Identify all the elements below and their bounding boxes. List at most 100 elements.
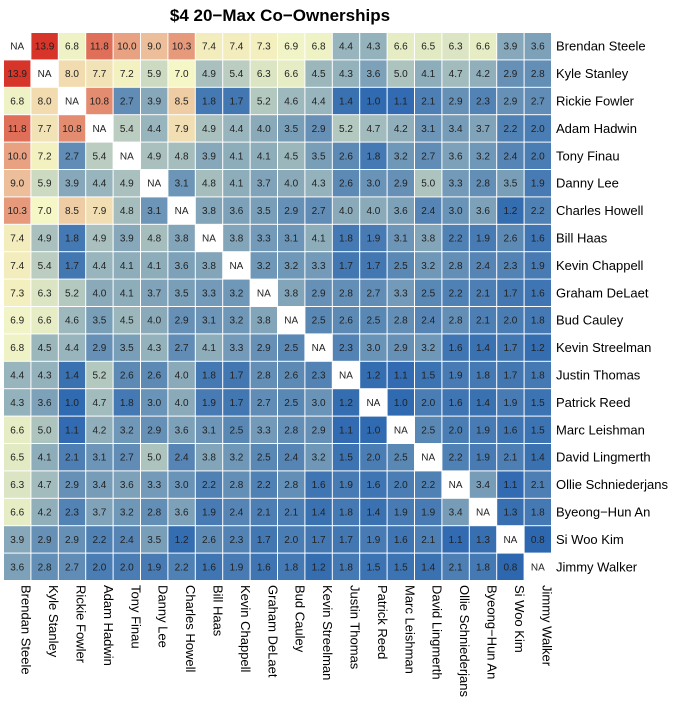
heatmap-cell xyxy=(86,279,113,306)
heatmap-cell xyxy=(278,33,305,60)
heatmap-cell xyxy=(387,252,414,279)
heatmap-cell xyxy=(469,87,497,115)
heatmap-cell xyxy=(58,142,86,169)
heatmap-cell xyxy=(278,526,305,553)
cell-value-label: 1.7 xyxy=(229,97,243,108)
cell-value-label: 2.5 xyxy=(394,453,408,464)
heatmap-cell xyxy=(305,33,332,60)
heatmap-cell xyxy=(195,361,223,389)
cell-value-label: NA xyxy=(229,261,243,272)
cell-value-label: 5.2 xyxy=(92,371,106,382)
heatmap-cell xyxy=(524,33,551,60)
cell-value-label: 4.9 xyxy=(92,234,106,245)
cell-value-label: 3.6 xyxy=(366,69,380,80)
cell-value-label: 2.5 xyxy=(312,316,326,327)
cell-value-label: 7.4 xyxy=(202,42,216,53)
cell-value-label: 4.3 xyxy=(147,343,161,354)
heatmap-cell xyxy=(387,553,414,580)
heatmap-cell xyxy=(305,389,332,416)
cell-value-label: 3.2 xyxy=(120,425,134,436)
heatmap-cell xyxy=(58,224,86,252)
cell-value-label: NA xyxy=(476,508,490,519)
heatmap-cell xyxy=(250,170,277,197)
heatmap-cell xyxy=(469,307,497,334)
cell-value-label: 2.9 xyxy=(312,124,326,135)
heatmap-cell xyxy=(305,197,332,224)
heatmap-cell xyxy=(250,389,277,416)
cell-value-label: 3.4 xyxy=(449,124,463,135)
heatmap-cell xyxy=(305,416,332,443)
cell-value-label: 7.3 xyxy=(10,288,24,299)
cell-value-label: 2.9 xyxy=(449,97,463,108)
cell-value-label: 2.9 xyxy=(65,535,79,546)
heatmap-cell xyxy=(524,526,551,553)
heatmap-cell xyxy=(113,115,140,142)
heatmap-cell xyxy=(113,252,140,279)
heatmap-cell xyxy=(31,170,58,197)
cell-value-label: NA xyxy=(449,480,463,491)
cell-value-label: 2.4 xyxy=(476,261,490,272)
column-label: Ollie Schniederjans xyxy=(457,585,472,698)
cell-value-label: 4.7 xyxy=(92,398,106,409)
heatmap-cell xyxy=(469,471,497,498)
heatmap-cell xyxy=(305,444,332,471)
heatmap-cell xyxy=(250,498,277,526)
heatmap-cell xyxy=(31,87,58,115)
heatmap-cell xyxy=(58,334,86,361)
cell-value-label: 4.3 xyxy=(10,398,24,409)
heatmap-cell xyxy=(332,33,360,60)
heatmap-cell xyxy=(4,197,31,224)
cell-value-label: 1.9 xyxy=(449,371,463,382)
cell-value-label: 2.9 xyxy=(65,480,79,491)
heatmap-cell xyxy=(442,498,469,526)
cell-value-label: 4.9 xyxy=(120,179,134,190)
heatmap-cell xyxy=(58,60,86,87)
cell-value-label: 3.6 xyxy=(175,425,189,436)
cell-value-label: 2.2 xyxy=(421,480,435,491)
heatmap-cell xyxy=(415,307,442,334)
cell-value-label: NA xyxy=(339,371,353,382)
cell-value-label: 1.8 xyxy=(339,234,353,245)
heatmap-cell xyxy=(4,471,31,498)
cell-value-label: 2.2 xyxy=(92,535,106,546)
heatmap-cell xyxy=(387,115,414,142)
cell-value-label: 3.0 xyxy=(366,343,380,354)
cell-value-label: 1.4 xyxy=(312,508,326,519)
heatmap-cell xyxy=(31,197,58,224)
heatmap-cell xyxy=(305,361,332,389)
heatmap-cell xyxy=(415,498,442,526)
heatmap-cell xyxy=(332,252,360,279)
heatmap-cell xyxy=(141,526,168,553)
heatmap-cell xyxy=(113,224,140,252)
cell-value-label: 4.3 xyxy=(312,179,326,190)
cell-value-label: 1.8 xyxy=(531,508,545,519)
heatmap-cell xyxy=(524,307,551,334)
cell-value-label: 4.5 xyxy=(284,151,298,162)
heatmap-cell xyxy=(223,252,250,279)
heatmap-cell xyxy=(497,416,524,443)
row-label: Danny Lee xyxy=(556,176,619,191)
heatmap-cell xyxy=(168,33,195,60)
cell-value-label: 3.6 xyxy=(229,206,243,217)
heatmap-cell xyxy=(360,444,387,471)
cell-value-label: 3.9 xyxy=(120,234,134,245)
cell-value-label: 4.0 xyxy=(366,206,380,217)
cell-value-label: 3.7 xyxy=(476,124,490,135)
cell-value-label: 4.2 xyxy=(38,508,52,519)
heatmap-cell xyxy=(86,224,113,252)
heatmap-cell xyxy=(113,60,140,87)
heatmap-cell xyxy=(250,553,277,580)
heatmap-cell xyxy=(278,471,305,498)
cell-value-label: 2.3 xyxy=(65,508,79,519)
cell-value-label: 1.8 xyxy=(531,316,545,327)
heatmap-cell xyxy=(415,416,442,443)
heatmap-cell xyxy=(387,197,414,224)
heatmap-cell xyxy=(195,444,223,471)
heatmap-cell xyxy=(31,444,58,471)
heatmap-cell xyxy=(332,197,360,224)
heatmap-cell xyxy=(195,307,223,334)
heatmap-cell xyxy=(141,170,168,197)
cell-value-label: 6.3 xyxy=(257,69,271,80)
cell-value-label: 3.5 xyxy=(120,343,134,354)
cell-value-label: 2.8 xyxy=(284,425,298,436)
